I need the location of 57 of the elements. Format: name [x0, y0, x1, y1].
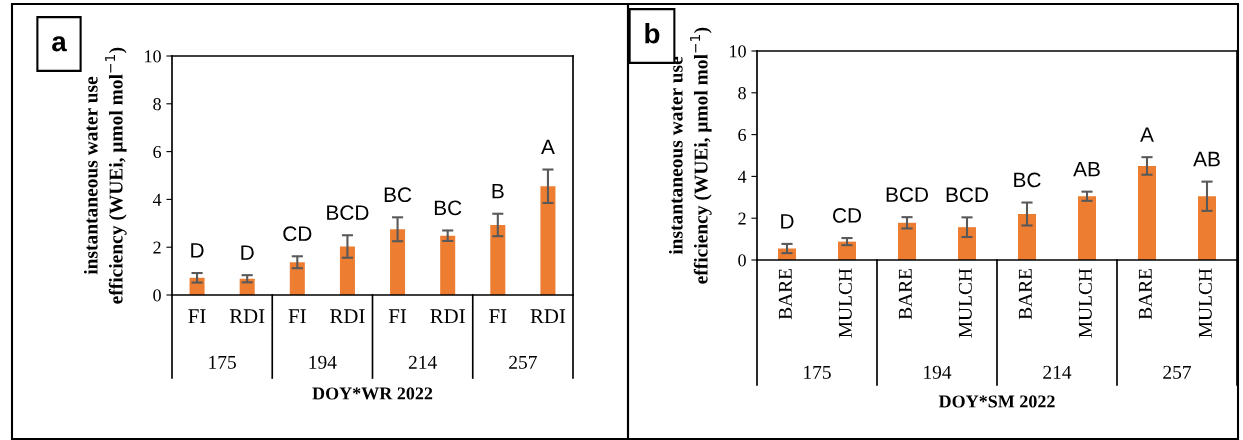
x-tick-label: BARE [1018, 268, 1032, 320]
text: 257 [509, 355, 537, 369]
y-tick-label: 8 [153, 98, 161, 111]
y-tick-label: 2 [153, 241, 161, 254]
y-tick-label: 6 [738, 128, 747, 142]
data-label: A [1140, 127, 1154, 142]
y-tick-label: 4 [152, 193, 162, 206]
data-label: BCD [886, 187, 928, 202]
data-label: D [191, 243, 204, 258]
x-tick-label: FI [489, 309, 507, 324]
x-tick-label: RDI [229, 309, 265, 324]
data-label: B [492, 183, 504, 199]
data-label: CD [283, 226, 312, 242]
data-label: AB [1193, 151, 1220, 167]
data-label: BC [1014, 172, 1041, 188]
x-axis-title: DOY*WR 2022 [312, 387, 433, 400]
x-tick-label: RDI [430, 309, 465, 324]
data-label: A [541, 139, 555, 155]
text: 194 [309, 355, 337, 369]
y-tick-label: 0 [738, 254, 746, 267]
x-tick-label: RDI [530, 309, 566, 324]
data-label: AB [1073, 161, 1100, 177]
y-tick-label: 6 [153, 145, 162, 159]
text: 257 [1163, 365, 1192, 379]
chart-title: b [645, 23, 660, 44]
x-tick-label: BARE [778, 268, 792, 320]
y-tick-label: 2 [738, 212, 746, 225]
x-tick-label: FI [388, 309, 407, 324]
y-tick-label: 8 [738, 87, 746, 100]
data-label: CD [833, 208, 862, 223]
x-tick-label: MULCH [838, 268, 852, 338]
x-tick-label: BARE [1138, 268, 1152, 320]
x-tick-label: MULCH [958, 268, 972, 338]
x-tick-label: MULCH [1198, 268, 1212, 338]
y-tick-label: 0 [153, 289, 161, 302]
data-label: D [781, 214, 794, 229]
text: 214 [408, 355, 437, 369]
data-label: BCD [327, 205, 369, 221]
x-tick-label: BARE [898, 268, 912, 320]
text: 175 [209, 355, 236, 369]
data-label: BCD [946, 187, 988, 203]
x-tick-label: FI [288, 309, 306, 324]
data-label: BC [384, 187, 412, 203]
data-label: BC [434, 200, 462, 216]
x-tick-label: MULCH [1078, 268, 1092, 338]
text: 175 [804, 365, 831, 379]
y-tick-label: 10 [145, 50, 161, 63]
y-tick-label: 10 [730, 45, 746, 58]
x-tick-label: RDI [330, 309, 365, 324]
x-axis-title: DOY*SM 2022 [938, 395, 1055, 408]
chart-title: a [52, 36, 67, 52]
y-tick-label: 4 [737, 170, 747, 183]
y-axis-title: instantaneous water use efficiency (WUEi, μmol mol$^{−1}$) [83, 47, 127, 304]
text: 214 [1043, 365, 1072, 379]
data-label: D [241, 245, 254, 260]
x-tick-label: FI [188, 309, 206, 324]
text: 194 [924, 365, 952, 379]
